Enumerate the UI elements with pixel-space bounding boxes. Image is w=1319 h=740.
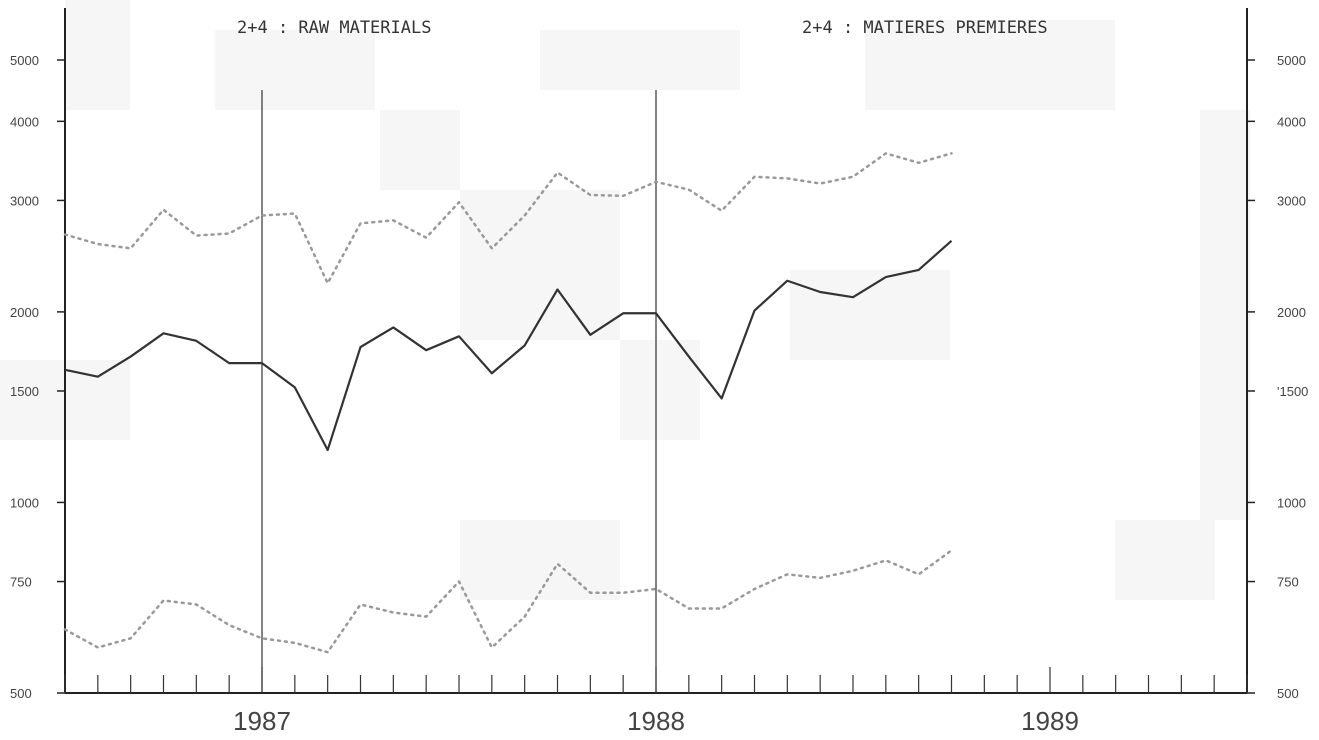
background-patch (1115, 520, 1215, 600)
background-patch (620, 340, 700, 440)
chart-background (0, 0, 1250, 600)
series-line-2 (64, 240, 953, 452)
y-axis-ticks: 500 500 750 750 1000 1000 1500 '1500 2000 2000 300… (10, 53, 1308, 701)
chart-title-french: 2+4 : MATIERES PREMIERES (802, 18, 1048, 38)
x-year-label: 1987 (233, 706, 291, 736)
series-lines (63, 152, 953, 654)
y-tick-label-left: 3000 (10, 193, 39, 208)
y-tick-label-left: 4000 (10, 114, 39, 129)
y-tick-label-right: 2000 (1277, 305, 1306, 320)
series-line-1 (63, 152, 953, 285)
y-tick-label-right: 750 (1277, 575, 1299, 590)
background-patch (460, 190, 620, 340)
x-year-label: 1988 (627, 706, 685, 736)
y-tick-label-left: 2000 (10, 305, 39, 320)
y-tick-label-left: 5000 (10, 53, 39, 68)
y-tick-label-left: 500 (10, 686, 32, 701)
y-tick-label-left: 1000 (10, 495, 39, 510)
background-patch (1200, 110, 1250, 520)
y-tick-label-right: 1000 (1277, 495, 1306, 510)
y-tick-label-right: 3000 (1277, 193, 1306, 208)
y-tick-label-right: 5000 (1277, 53, 1306, 68)
background-patch (865, 20, 1115, 110)
background-patch (790, 270, 950, 360)
x-year-label: 1989 (1021, 706, 1079, 736)
y-tick-label-right: '1500 (1277, 384, 1308, 399)
x-axis-ticks: 1987 1988 1989 (64, 667, 1248, 736)
y-tick-label-right: 4000 (1277, 114, 1306, 129)
y-tick-label-left: 1500 (10, 384, 39, 399)
series-line-3 (63, 549, 953, 654)
background-patch (540, 30, 740, 90)
chart-title-english: 2+4 : RAW MATERIALS (237, 18, 431, 38)
y-tick-label-left: 750 (10, 575, 32, 590)
vertical-markers (261, 90, 657, 693)
background-patch (65, 0, 130, 110)
background-patch (460, 520, 620, 600)
background-patch (215, 30, 375, 110)
background-patch (380, 110, 460, 190)
y-tick-label-right: 500 (1277, 686, 1299, 701)
